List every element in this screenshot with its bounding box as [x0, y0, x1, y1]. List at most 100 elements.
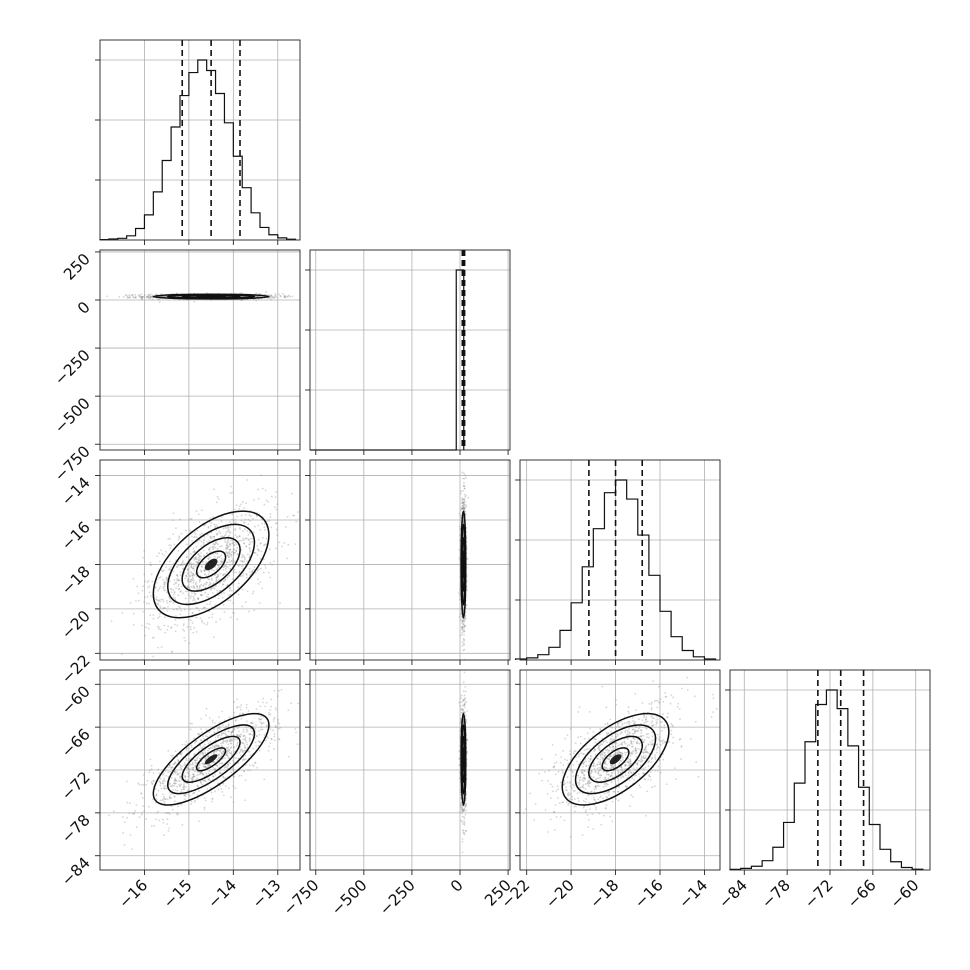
sample-point — [463, 618, 466, 621]
sample-point — [279, 294, 282, 297]
sample-point — [172, 782, 175, 785]
sample-point — [270, 737, 273, 740]
density-level — [463, 558, 464, 571]
sample-point — [211, 747, 214, 749]
sample-point — [161, 570, 164, 573]
x-tick-label: −66 — [844, 876, 880, 912]
sample-point — [207, 756, 210, 758]
sample-point — [148, 771, 150, 774]
sample-point — [223, 732, 226, 735]
sample-point — [172, 512, 175, 515]
sample-point — [143, 550, 146, 552]
sample-point — [273, 735, 276, 738]
sample-point — [217, 574, 220, 577]
sample-point — [206, 533, 209, 536]
sample-point — [163, 787, 166, 790]
sample-point — [174, 630, 177, 633]
sample-point — [459, 492, 462, 495]
sample-point — [170, 588, 173, 590]
sample-point — [274, 294, 277, 297]
sample-point — [174, 750, 177, 753]
sample-point — [250, 722, 252, 724]
sample-point — [458, 525, 461, 528]
sample-point — [155, 581, 158, 584]
sample-point — [251, 537, 254, 540]
sample-point — [261, 522, 264, 525]
sample-point — [194, 536, 197, 538]
sample-point — [214, 790, 217, 793]
sample-point — [134, 293, 137, 296]
sample-point — [245, 706, 248, 709]
sample-point — [157, 646, 160, 649]
sample-point — [148, 602, 151, 605]
density-level — [167, 724, 256, 795]
sample-point — [222, 583, 225, 586]
sample-point — [244, 558, 246, 561]
sample-point — [202, 539, 205, 542]
sample-point — [275, 528, 278, 531]
sample-point — [186, 569, 189, 571]
sample-point — [194, 770, 196, 773]
sample-point — [224, 765, 227, 768]
sample-point — [198, 790, 200, 792]
sample-point — [215, 576, 218, 579]
sample-point — [209, 786, 212, 789]
scatter-panel-3-1: −750 −500 −250 0 250 — [280, 669, 515, 919]
sample-point — [242, 572, 245, 575]
sample-point — [463, 618, 466, 620]
sample-point — [176, 577, 179, 580]
sample-point — [205, 757, 207, 760]
sample-point — [190, 763, 193, 766]
sample-point — [170, 785, 173, 788]
sample-point — [151, 798, 154, 801]
sample-point — [146, 581, 149, 584]
sample-point — [208, 747, 211, 750]
sample-point — [187, 768, 190, 771]
sample-point — [213, 745, 216, 748]
sample-point — [213, 543, 216, 546]
sample-point — [241, 741, 244, 744]
sample-point — [272, 729, 274, 732]
sample-point — [200, 552, 203, 555]
sample-point — [182, 788, 185, 791]
sample-point — [222, 724, 224, 727]
sample-point — [219, 772, 222, 775]
sample-point — [180, 564, 182, 566]
sample-point — [199, 773, 202, 776]
sample-point — [169, 601, 171, 603]
sample-point — [211, 797, 214, 800]
sample-point — [462, 501, 464, 504]
sample-point — [217, 757, 220, 760]
sample-point — [463, 710, 466, 713]
sample-point — [210, 587, 213, 590]
sample-point — [135, 826, 138, 829]
sample-point — [263, 503, 266, 506]
sample-point — [242, 730, 245, 733]
sample-point — [461, 641, 464, 644]
sample-point — [168, 560, 171, 563]
sample-point — [167, 568, 170, 571]
sample-point — [176, 574, 179, 577]
sample-point — [173, 543, 176, 546]
sample-point — [251, 572, 253, 574]
sample-point — [249, 574, 252, 576]
sample-point — [244, 518, 247, 521]
sample-point — [217, 566, 220, 569]
sample-point — [140, 293, 143, 296]
sample-point — [213, 768, 216, 771]
sample-point — [231, 730, 234, 733]
sample-point — [225, 548, 227, 551]
sample-point — [270, 698, 273, 701]
sample-point — [118, 296, 121, 298]
sample-point — [232, 715, 235, 718]
sample-point — [213, 574, 216, 577]
sample-point — [232, 785, 235, 788]
sample-point — [208, 770, 211, 773]
sample-point — [296, 743, 299, 746]
sample-point — [228, 552, 231, 554]
sample-point — [264, 564, 267, 567]
sample-point — [274, 506, 276, 509]
sample-point — [177, 579, 180, 582]
sample-point — [179, 771, 182, 774]
sample-point — [159, 605, 161, 607]
